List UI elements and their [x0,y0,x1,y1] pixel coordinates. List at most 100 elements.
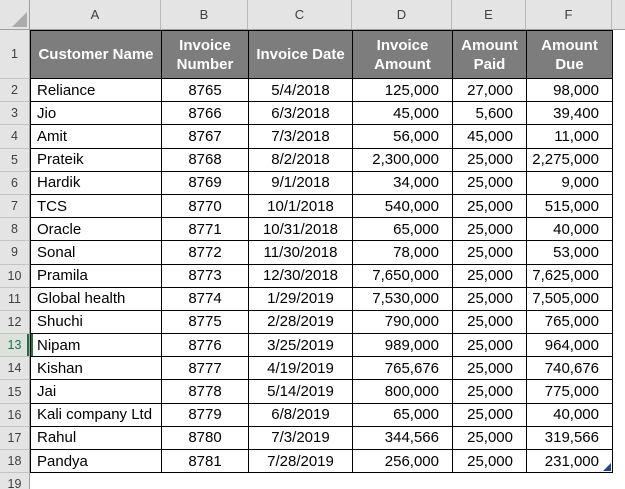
row-header-7[interactable]: 7 [0,194,30,219]
column-header-E[interactable]: E [452,0,526,29]
cell-C5[interactable]: 8/2/2018 [249,148,353,172]
cell-C8[interactable]: 10/31/2018 [249,218,353,242]
cell-B10[interactable]: 8773 [162,264,249,288]
cell-E5[interactable]: 25,000 [453,148,527,172]
row-header-9[interactable]: 9 [0,241,30,265]
cell-D13[interactable]: 989,000 [353,334,453,358]
cell-D6[interactable]: 34,000 [353,171,453,195]
cell-F11[interactable]: 7,505,000 [527,287,613,311]
cell-B16[interactable]: 8779 [162,403,249,427]
cell-D3[interactable]: 45,000 [353,102,453,126]
cell-B12[interactable]: 8775 [162,310,249,335]
cell-E16[interactable]: 25,000 [453,403,527,427]
cell-F6[interactable]: 9,000 [527,171,613,195]
cell-A14[interactable]: Kishan [31,357,162,381]
cell-C6[interactable]: 9/1/2018 [249,171,353,195]
cell-E15[interactable]: 25,000 [453,380,527,404]
cell-B9[interactable]: 8772 [162,241,249,265]
cell-E11[interactable]: 25,000 [453,287,527,311]
cell-B11[interactable]: 8774 [162,287,249,311]
cell-F5[interactable]: 2,275,000 [527,148,613,172]
cell-F13[interactable]: 964,000 [527,334,613,358]
cell-E8[interactable]: 25,000 [453,218,527,242]
cell-A16[interactable]: Kali company Ltd [31,403,162,427]
cell-A6[interactable]: Hardik [31,171,162,195]
row-header-14[interactable]: 14 [0,357,30,381]
cell-B13[interactable]: 8776 [162,334,249,358]
cell-B14[interactable]: 8777 [162,357,249,381]
cell-B3[interactable]: 8766 [162,102,249,126]
cell-A3[interactable]: Jio [31,102,162,126]
cell-A8[interactable]: Oracle [31,218,162,242]
cell-D15[interactable]: 800,000 [353,380,453,404]
cell-F15[interactable]: 775,000 [527,380,613,404]
cell-B4[interactable]: 8767 [162,125,249,149]
cell-B7[interactable]: 8770 [162,194,249,219]
row-header-19[interactable]: 19 [0,473,30,489]
cell-D9[interactable]: 78,000 [353,241,453,265]
column-header-C[interactable]: C [248,0,352,29]
cell-F18[interactable]: 231,000 [527,450,613,474]
cell-D12[interactable]: 790,000 [353,310,453,335]
cell-D16[interactable]: 65,000 [353,403,453,427]
row-header-17[interactable]: 17 [0,426,30,450]
row-header-11[interactable]: 11 [0,287,30,311]
column-header-A[interactable]: A [30,0,161,29]
header-cell-A1[interactable]: Customer Name [31,31,162,79]
cell-A18[interactable]: Pandya [31,450,162,474]
cell-B6[interactable]: 8769 [162,171,249,195]
cell-E12[interactable]: 25,000 [453,310,527,335]
cell-C9[interactable]: 11/30/2018 [249,241,353,265]
cell-C3[interactable]: 6/3/2018 [249,102,353,126]
cell-F8[interactable]: 40,000 [527,218,613,242]
cell-E6[interactable]: 25,000 [453,171,527,195]
cell-D14[interactable]: 765,676 [353,357,453,381]
cell-B15[interactable]: 8778 [162,380,249,404]
row-header-5[interactable]: 5 [0,148,30,172]
row-header-6[interactable]: 6 [0,171,30,195]
cell-C15[interactable]: 5/14/2019 [249,380,353,404]
cell-F7[interactable]: 515,000 [527,194,613,219]
cell-C10[interactable]: 12/30/2018 [249,264,353,288]
cell-E7[interactable]: 25,000 [453,194,527,219]
cell-D11[interactable]: 7,530,000 [353,287,453,311]
cell-C12[interactable]: 2/28/2019 [249,310,353,335]
row-header-13[interactable]: 13 [0,334,30,358]
cell-E13[interactable]: 25,000 [453,334,527,358]
cell-B17[interactable]: 8780 [162,426,249,450]
cell-A17[interactable]: Rahul [31,426,162,450]
cell-D18[interactable]: 256,000 [353,450,453,474]
cell-D10[interactable]: 7,650,000 [353,264,453,288]
table-resize-handle-icon[interactable] [603,463,611,471]
column-header-B[interactable]: B [161,0,248,29]
cell-C4[interactable]: 7/3/2018 [249,125,353,149]
cell-F16[interactable]: 40,000 [527,403,613,427]
header-cell-D1[interactable]: Invoice Amount [353,31,453,79]
cell-C13[interactable]: 3/25/2019 [249,334,353,358]
cell-F2[interactable]: 98,000 [527,79,613,103]
cell-E14[interactable]: 25,000 [453,357,527,381]
cell-C17[interactable]: 7/3/2019 [249,426,353,450]
cell-D4[interactable]: 56,000 [353,125,453,149]
cell-C2[interactable]: 5/4/2018 [249,79,353,103]
row-header-16[interactable]: 16 [0,403,30,427]
cell-C18[interactable]: 7/28/2019 [249,450,353,474]
cell-E17[interactable]: 25,000 [453,426,527,450]
cell-B18[interactable]: 8781 [162,450,249,474]
cell-F17[interactable]: 319,566 [527,426,613,450]
header-cell-E1[interactable]: Amount Paid [453,31,527,79]
cell-A12[interactable]: Shuchi [31,310,162,335]
cell-E4[interactable]: 45,000 [453,125,527,149]
row-header-15[interactable]: 15 [0,380,30,404]
cell-A9[interactable]: Sonal [31,241,162,265]
cell-C16[interactable]: 6/8/2019 [249,403,353,427]
cell-E3[interactable]: 5,600 [453,102,527,126]
cell-D8[interactable]: 65,000 [353,218,453,242]
cell-B5[interactable]: 8768 [162,148,249,172]
header-cell-F1[interactable]: Amount Due [527,31,613,79]
cell-A7[interactable]: TCS [31,194,162,219]
header-cell-C1[interactable]: Invoice Date [249,31,353,79]
cell-B8[interactable]: 8771 [162,218,249,242]
cell-D2[interactable]: 125,000 [353,79,453,103]
row-header-18[interactable]: 18 [0,450,30,474]
